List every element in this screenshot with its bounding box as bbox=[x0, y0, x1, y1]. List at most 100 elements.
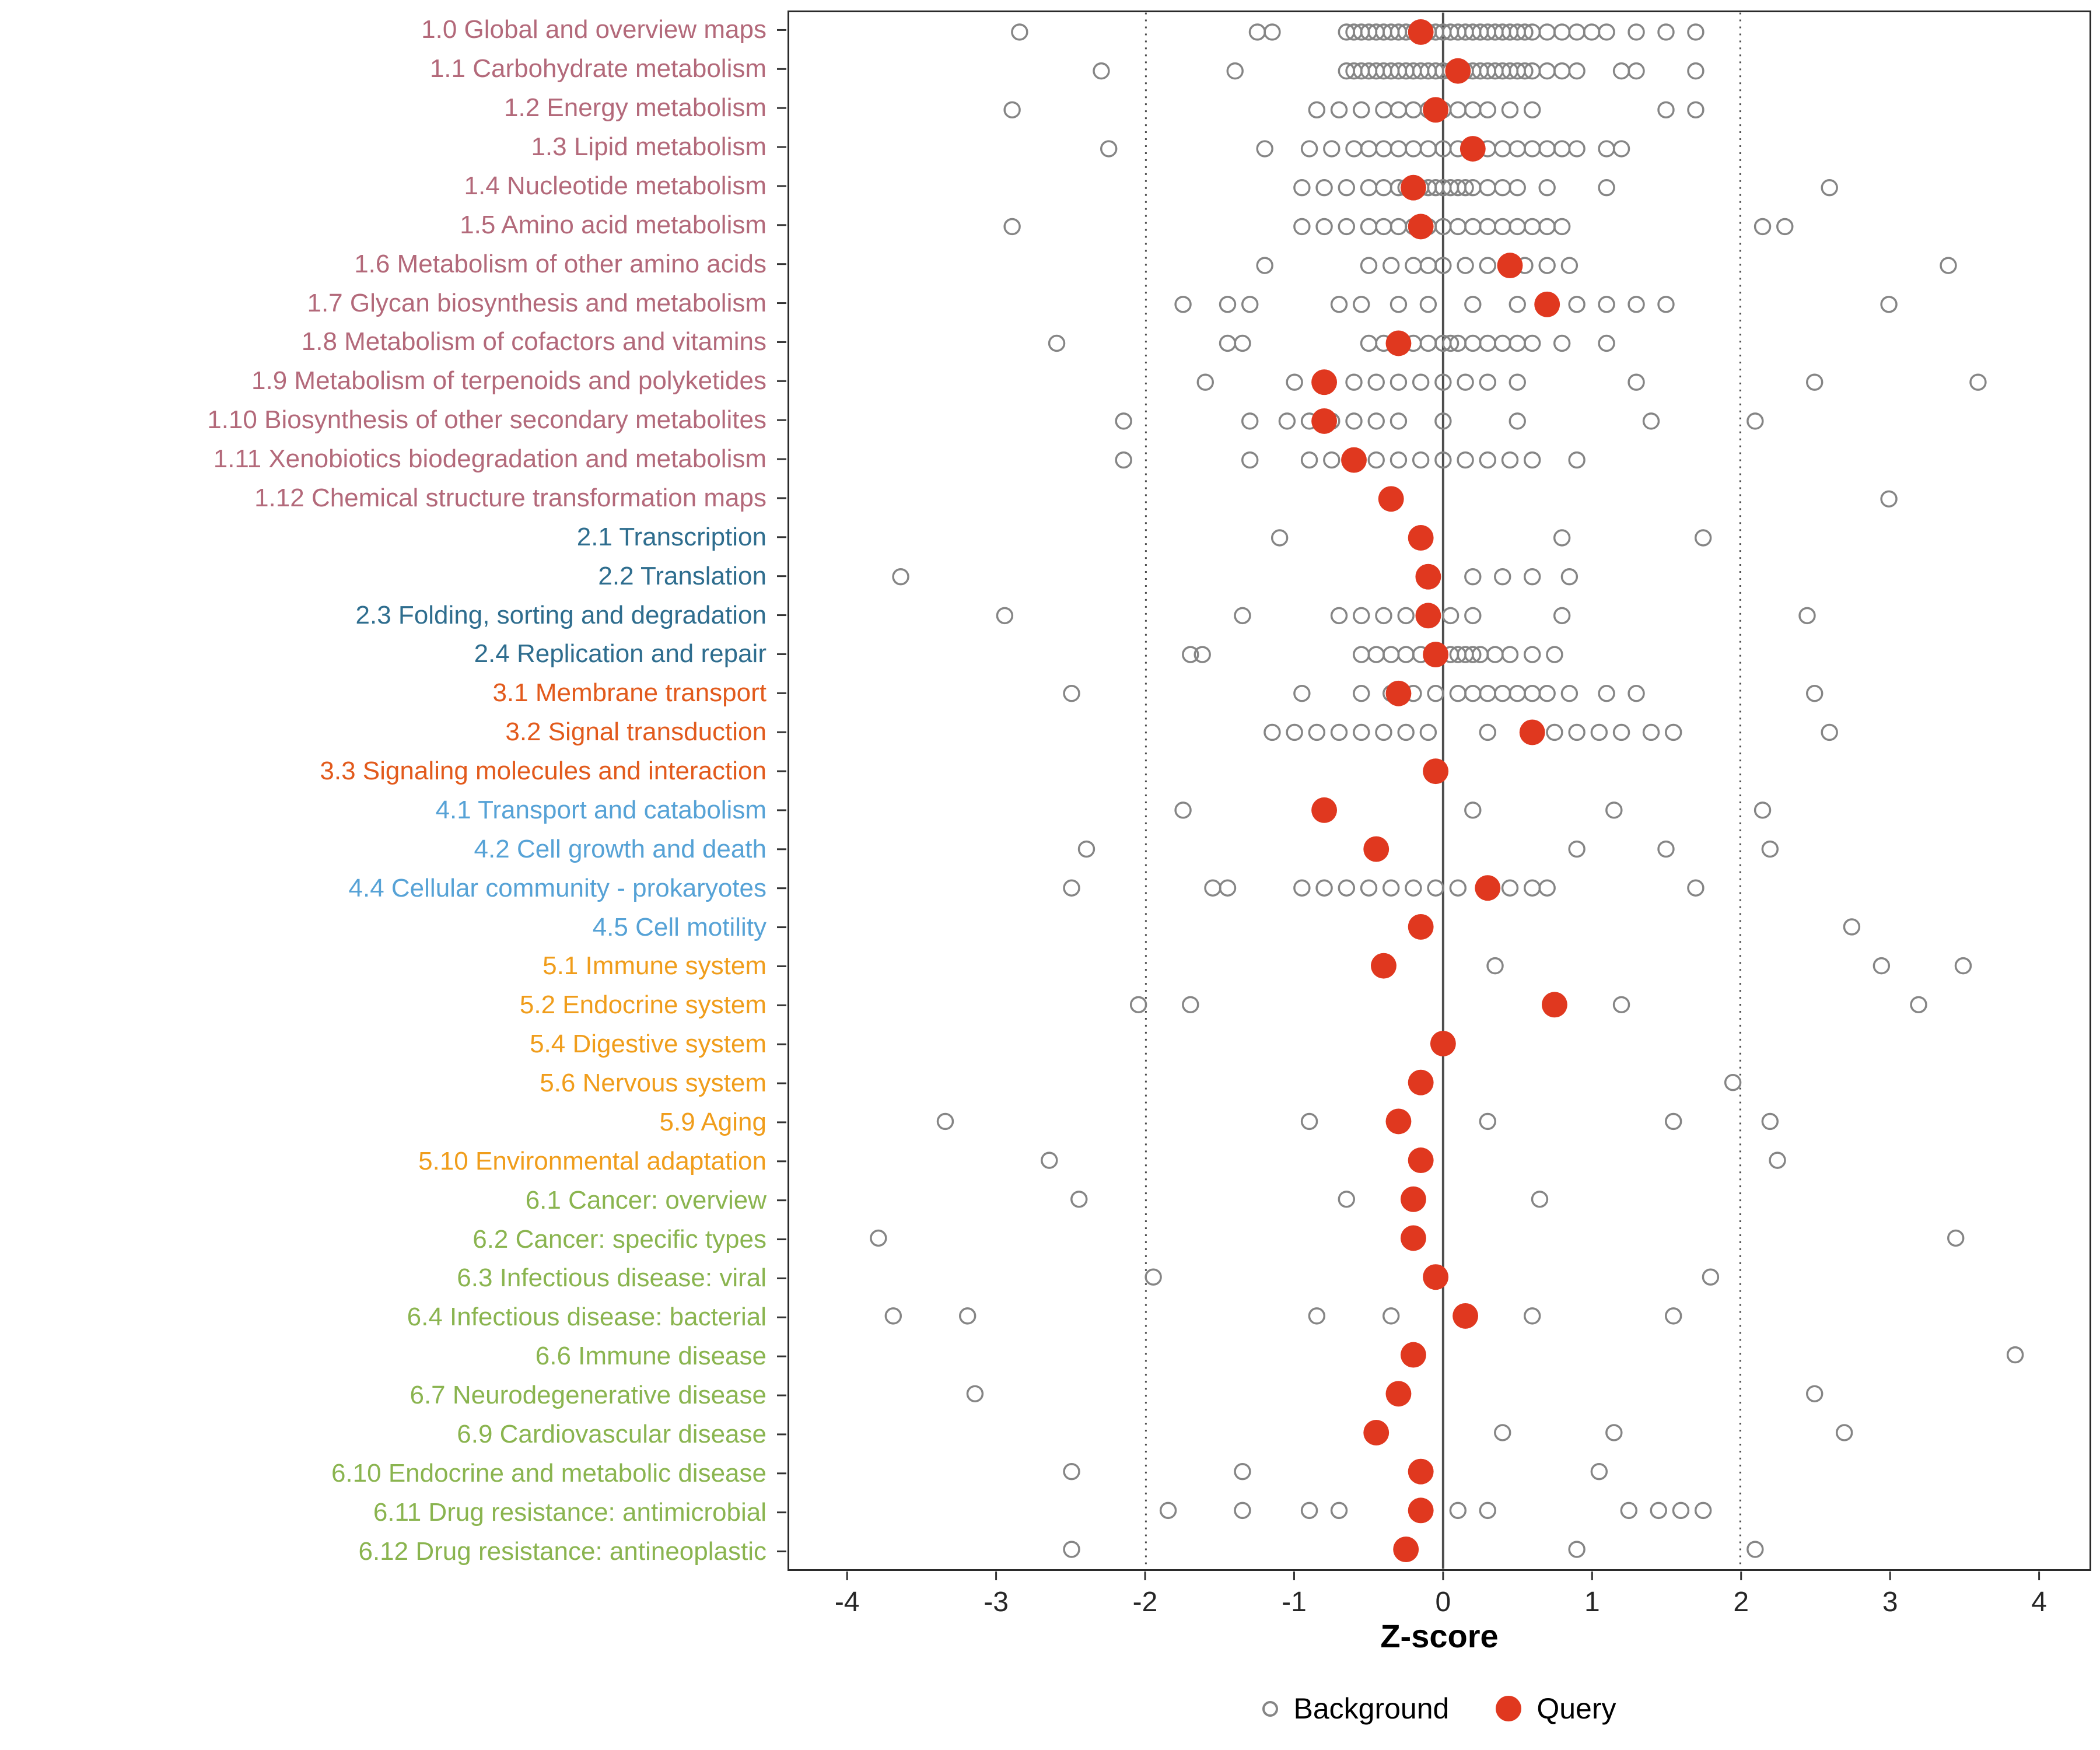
background-point bbox=[1494, 568, 1511, 586]
y-axis-label: 6.12 Drug resistance: antineoplastic bbox=[358, 1536, 766, 1566]
query-point bbox=[1415, 564, 1441, 590]
background-point bbox=[1419, 296, 1437, 313]
background-point bbox=[1598, 140, 1615, 158]
y-axis-label: 2.1 Transcription bbox=[576, 522, 766, 551]
background-point bbox=[1694, 1502, 1712, 1520]
background-point bbox=[1382, 879, 1400, 897]
background-point bbox=[1457, 179, 1474, 197]
background-point bbox=[1441, 334, 1460, 352]
plot-panel bbox=[788, 10, 2091, 1571]
background-point bbox=[1330, 1502, 1348, 1520]
background-point bbox=[1746, 1541, 1764, 1558]
background-point bbox=[1063, 879, 1080, 897]
background-point bbox=[1367, 646, 1385, 663]
y-axis-label: 4.5 Cell motility bbox=[592, 912, 766, 942]
background-point bbox=[1390, 140, 1408, 158]
query-point bbox=[1311, 408, 1338, 434]
background-point bbox=[1278, 412, 1296, 430]
x-tick-label: -4 bbox=[835, 1587, 860, 1618]
background-point bbox=[1479, 179, 1497, 197]
background-point bbox=[1464, 101, 1482, 119]
background-point bbox=[1546, 646, 1563, 663]
background-point bbox=[1628, 373, 1645, 391]
y-axis-label: 1.12 Chemical structure transformation m… bbox=[254, 483, 766, 512]
query-point bbox=[1423, 642, 1449, 668]
background-point bbox=[1672, 1502, 1690, 1520]
background-point bbox=[1657, 23, 1675, 41]
background-point bbox=[1300, 1112, 1318, 1130]
query-point bbox=[1400, 1186, 1426, 1212]
background-point bbox=[1194, 646, 1211, 663]
background-point bbox=[1241, 451, 1259, 469]
background-point bbox=[1204, 879, 1222, 897]
background-point bbox=[1612, 996, 1630, 1014]
background-point bbox=[1687, 23, 1704, 41]
y-axis-label: 5.6 Nervous system bbox=[540, 1069, 766, 1098]
background-point bbox=[1286, 723, 1303, 741]
background-point bbox=[1486, 957, 1504, 975]
background-point bbox=[1323, 451, 1340, 469]
background-point bbox=[1538, 62, 1556, 80]
background-point bbox=[1367, 412, 1385, 430]
background-point bbox=[1375, 140, 1392, 158]
background-point bbox=[1479, 257, 1497, 274]
background-point bbox=[1479, 334, 1497, 352]
background-point bbox=[1367, 451, 1385, 469]
background-point bbox=[1665, 1112, 1682, 1130]
query-point bbox=[1371, 953, 1396, 979]
background-point bbox=[1375, 723, 1392, 741]
background-point bbox=[1234, 334, 1251, 352]
background-point bbox=[1048, 334, 1066, 352]
background-point bbox=[1508, 685, 1526, 702]
y-axis-label: 4.1 Transport and catabolism bbox=[435, 795, 766, 824]
y-axis-label: 4.2 Cell growth and death bbox=[474, 834, 766, 863]
background-point bbox=[1041, 1152, 1058, 1169]
x-tick-label: 4 bbox=[2031, 1587, 2047, 1618]
background-point bbox=[1501, 101, 1519, 119]
background-point bbox=[1256, 140, 1273, 158]
query-point bbox=[1408, 914, 1434, 940]
background-point bbox=[1776, 218, 1794, 236]
query-point bbox=[1311, 797, 1338, 823]
background-point bbox=[1464, 607, 1482, 625]
query-point bbox=[1363, 836, 1390, 862]
background-point bbox=[1479, 1112, 1497, 1130]
background-point bbox=[1687, 879, 1704, 897]
background-point bbox=[1524, 101, 1541, 119]
y-axis-label: 6.10 Endocrine and metabolic disease bbox=[331, 1458, 766, 1488]
y-axis-label: 1.3 Lipid metabolism bbox=[531, 132, 766, 162]
background-point bbox=[1754, 802, 1772, 819]
background-point bbox=[1427, 685, 1444, 702]
background-point bbox=[1628, 685, 1645, 702]
background-point bbox=[1494, 140, 1511, 158]
background-point bbox=[1182, 996, 1199, 1014]
background-point bbox=[1464, 296, 1482, 313]
background-point bbox=[958, 1307, 977, 1325]
background-point bbox=[1724, 1074, 1742, 1091]
background-point bbox=[884, 1307, 902, 1325]
background-point bbox=[1241, 412, 1259, 430]
background-point bbox=[1219, 296, 1237, 313]
background-point bbox=[1650, 1502, 1667, 1520]
background-point bbox=[1226, 62, 1244, 80]
query-point bbox=[1400, 1342, 1426, 1368]
query-point bbox=[1519, 719, 1545, 746]
background-point bbox=[1093, 62, 1110, 80]
background-point bbox=[1612, 62, 1630, 80]
background-point bbox=[1612, 723, 1630, 741]
background-point bbox=[1612, 140, 1630, 158]
background-point bbox=[1434, 451, 1452, 469]
background-point bbox=[1508, 218, 1526, 236]
background-point bbox=[870, 1229, 887, 1247]
background-point bbox=[1568, 62, 1586, 80]
query-point bbox=[1475, 875, 1501, 901]
background-point bbox=[1353, 101, 1370, 119]
background-point bbox=[1353, 646, 1370, 663]
background-point bbox=[1605, 1424, 1623, 1441]
x-axis: -4 -3 -2 -1 0 1 2 3 4 bbox=[835, 1572, 2047, 1618]
background-point bbox=[1457, 373, 1474, 391]
background-point bbox=[1144, 1268, 1162, 1286]
query-point bbox=[1385, 330, 1412, 356]
query-point bbox=[1385, 1108, 1412, 1135]
background-point bbox=[1159, 1502, 1177, 1520]
